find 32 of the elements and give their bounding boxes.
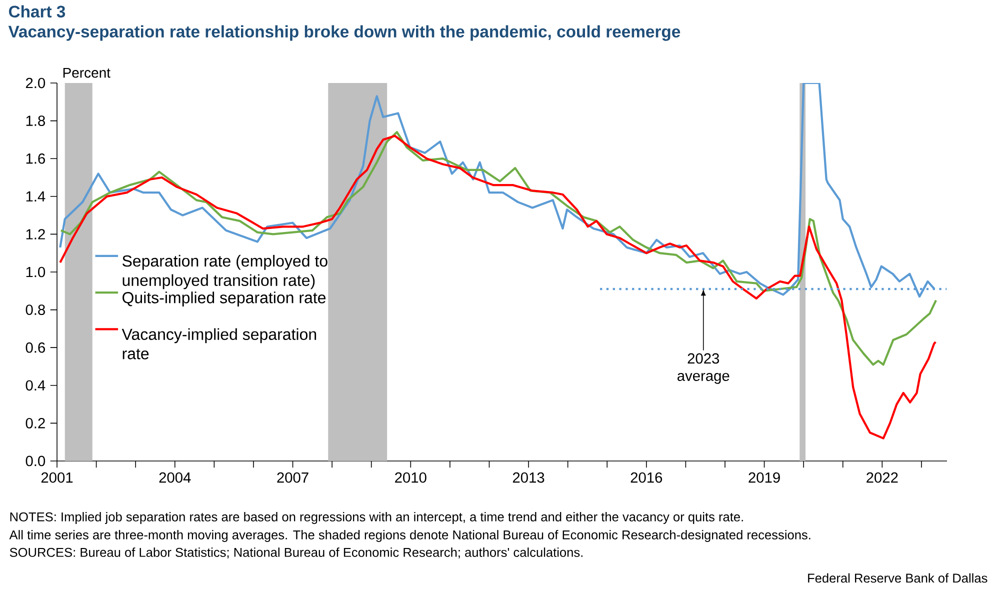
y-tick-label: 1.6	[26, 153, 45, 164]
text: All time series are three-month moving averages. The shaded regions denote National Bureau of Economic Research-designated recessions.	[9, 530, 810, 542]
y-tick-label: 1.2	[26, 229, 45, 240]
source-note: SOURCES: Bureau of Labor Statistics; National Bureau of Economic Research; authors' calculations.	[10, 548, 582, 558]
x-tick-label: 2016	[630, 472, 662, 483]
text: Federal Reserve Bank of Dallas	[808, 573, 988, 583]
y-tick-label: 0.6	[26, 342, 45, 353]
annotation: 2023 average	[678, 353, 730, 384]
chart-title: Chart 3	[8, 5, 66, 18]
line-series	[59, 134, 937, 440]
x-tick-label: 2019	[748, 472, 780, 483]
x-tick-label: 2010	[395, 472, 426, 483]
y-axis-title: Percent	[63, 68, 110, 78]
legend-label: Quits-implied separation rate	[122, 292, 326, 306]
y-tick-label: 0.8	[26, 304, 45, 315]
y-tick-label: 0.2	[26, 418, 45, 428]
chart-subtitle: Vacancy-separation rate relationship broke down with the pandemic, could reemerge	[8, 25, 680, 41]
legend-label: Vacancy-implied separation rate	[122, 328, 316, 360]
y-tick-label: 1.4	[26, 191, 46, 202]
y-tick-label: 0.0	[26, 456, 46, 466]
x-tick-label: 2004	[159, 472, 191, 483]
x-tick-label: 2022	[866, 472, 898, 483]
y-tick-label: 1.8	[26, 116, 45, 126]
x-tick-label: 2001	[41, 472, 73, 483]
y-tick-label: 1.0	[26, 266, 46, 278]
line-series	[60, 131, 938, 366]
x-tick-label: 2007	[277, 472, 308, 483]
y-tick-label: 2.0	[26, 78, 46, 88]
text: NOTES: Implied job separation rates are based on regressions with an intercept, a time trend and either the vacancy or quits rate.	[10, 512, 743, 524]
y-tick-label: 0.4	[26, 380, 46, 391]
x-tick-label: 2013	[512, 472, 544, 483]
legend-label: Separation rate (employed to unemployed transition rate)	[122, 254, 328, 290]
